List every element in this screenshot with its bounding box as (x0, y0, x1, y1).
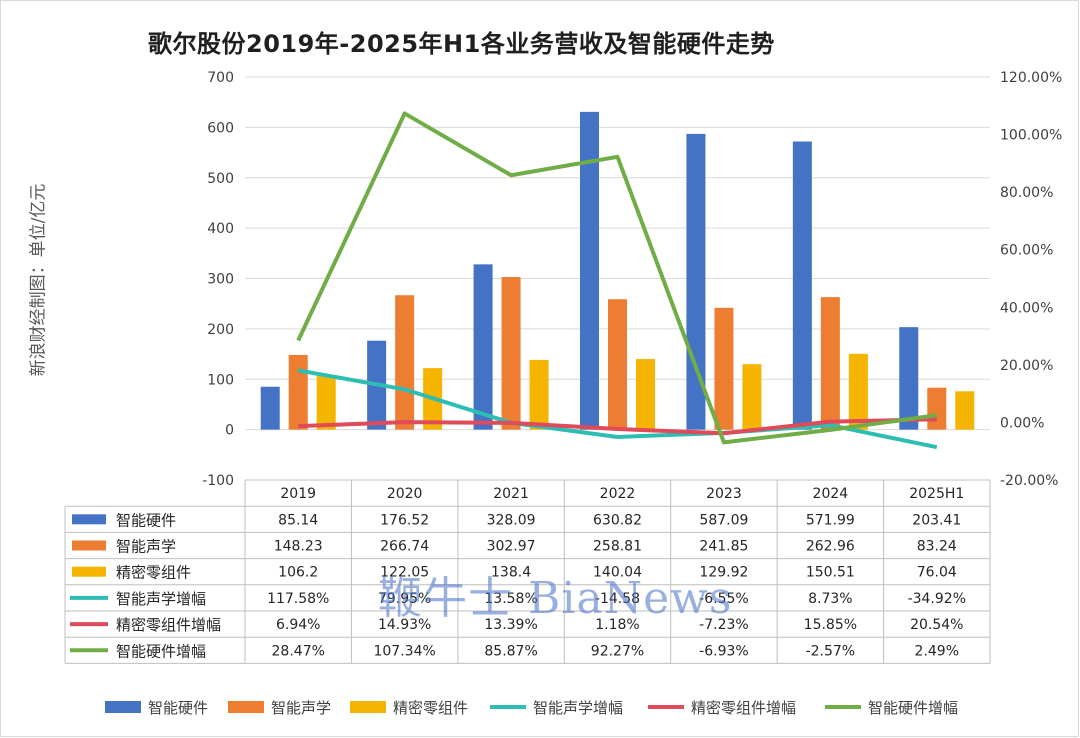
table-legend-key (72, 514, 106, 524)
table-series-name: 智能硬件增幅 (116, 642, 206, 660)
data-label: 8.73% (808, 591, 852, 607)
category-label: 2025H1 (909, 486, 964, 502)
data-label: 117.58% (267, 591, 329, 607)
data-label: 2.49% (915, 643, 959, 659)
data-label: 241.85 (699, 539, 748, 555)
data-label: 83.24 (917, 539, 957, 555)
left-axis-tick-label: 200 (207, 322, 234, 338)
data-label: 85.14 (278, 512, 318, 528)
legend-label: 精密零组件增幅 (691, 699, 796, 717)
data-label: 258.81 (593, 539, 642, 555)
data-label: 587.09 (699, 512, 748, 528)
left-axis-tick-label: 500 (207, 171, 234, 187)
data-label: 148.23 (274, 539, 323, 555)
left-axis-tick-label: 600 (207, 120, 234, 136)
legend-key (350, 701, 386, 713)
bar-精密零组件-2023 (742, 364, 761, 429)
table-series-name: 精密零组件增幅 (116, 616, 221, 634)
category-label: 2020 (387, 486, 423, 502)
left-axis-tick-label: 100 (207, 372, 234, 388)
left-axis-tick-label: 0 (225, 423, 234, 439)
bar-智能声学-2025H1 (927, 388, 946, 430)
category-label: 2019 (280, 486, 316, 502)
legend-label: 智能声学增幅 (533, 699, 623, 717)
data-label: 262.96 (806, 539, 855, 555)
right-axis-tick-label: 20.00% (1000, 358, 1053, 374)
data-label: 20.54% (910, 617, 963, 633)
right-axis-tick-label: -20.00% (1000, 473, 1058, 489)
left-axis-tick-label: 400 (207, 221, 234, 237)
legend-label: 智能硬件增幅 (868, 699, 958, 717)
data-label: 106.2 (278, 565, 318, 581)
category-label: 2021 (493, 486, 529, 502)
data-label: 176.52 (380, 512, 429, 528)
data-label: -2.57% (806, 643, 856, 659)
bar-智能硬件-2021 (474, 264, 493, 429)
legend-label: 智能硬件 (148, 699, 208, 717)
bar-智能声学-2023 (714, 308, 733, 430)
bar-智能声学-2021 (502, 277, 521, 430)
data-label: 76.04 (917, 565, 957, 581)
category-label: 2023 (706, 486, 742, 502)
data-label: 302.97 (487, 539, 536, 555)
legend-key (105, 701, 141, 713)
table-legend-key (72, 567, 106, 577)
bar-智能硬件-2024 (793, 141, 812, 429)
bar-精密零组件-2019 (317, 376, 336, 429)
bar-智能声学-2020 (395, 295, 414, 429)
right-axis-tick-label: 0.00% (1000, 415, 1044, 431)
left-axis-tick-label: 700 (207, 70, 234, 86)
left-axis-tick-label: 300 (207, 272, 234, 288)
data-label: 203.41 (912, 512, 961, 528)
bar-智能声学-2024 (821, 297, 840, 429)
data-label: 571.99 (806, 512, 855, 528)
bar-精密零组件-2021 (530, 360, 549, 430)
bar-精密零组件-2022 (636, 359, 655, 430)
right-axis-tick-label: 40.00% (1000, 300, 1053, 316)
right-axis-tick-label: 80.00% (1000, 185, 1053, 201)
data-label: 107.34% (373, 643, 435, 659)
legend-key (228, 701, 264, 713)
data-label: -6.93% (699, 643, 749, 659)
bar-精密零组件-2025H1 (955, 391, 974, 429)
table-legend-key (72, 541, 106, 551)
data-label: 85.87% (484, 643, 537, 659)
table-series-name: 精密零组件 (116, 564, 191, 582)
data-label: 28.47% (272, 643, 325, 659)
category-label: 2022 (600, 486, 636, 502)
left-axis-tick-label: -100 (202, 473, 234, 489)
table-series-name: 智能硬件 (116, 511, 176, 529)
right-axis-tick-label: 100.00% (1000, 128, 1062, 144)
legend-label: 精密零组件 (393, 699, 468, 717)
data-label: 6.94% (276, 617, 320, 633)
right-axis-tick-label: 60.00% (1000, 243, 1053, 259)
bar-智能硬件-2019 (261, 387, 280, 430)
bar-智能硬件-2025H1 (899, 327, 918, 429)
legend-label: 智能声学 (271, 699, 331, 717)
data-label: 15.85% (804, 617, 857, 633)
data-label: 266.74 (380, 539, 429, 555)
category-label: 2024 (813, 486, 849, 502)
bar-智能声学-2022 (608, 299, 627, 429)
table-series-name: 智能声学增幅 (116, 590, 206, 608)
data-label: 150.51 (806, 565, 855, 581)
watermark-text: 鞭牛士 BiaNews (378, 562, 732, 626)
data-label: 630.82 (593, 512, 642, 528)
data-label: -34.92% (908, 591, 966, 607)
bar-智能声学-2019 (289, 355, 308, 430)
data-label: 92.27% (591, 643, 644, 659)
right-axis-tick-label: 120.00% (1000, 70, 1062, 86)
table-series-name: 智能声学 (116, 538, 176, 556)
data-label: 328.09 (487, 512, 536, 528)
bar-精密零组件-2024 (849, 354, 868, 430)
